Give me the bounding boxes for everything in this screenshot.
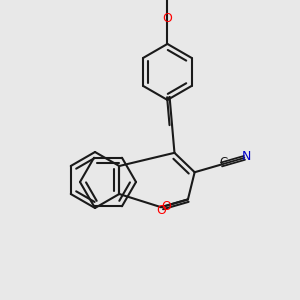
Text: N: N — [242, 150, 251, 164]
Text: O: O — [156, 204, 166, 217]
Text: O: O — [161, 200, 171, 213]
Text: O: O — [163, 12, 172, 25]
Text: C: C — [219, 156, 228, 169]
